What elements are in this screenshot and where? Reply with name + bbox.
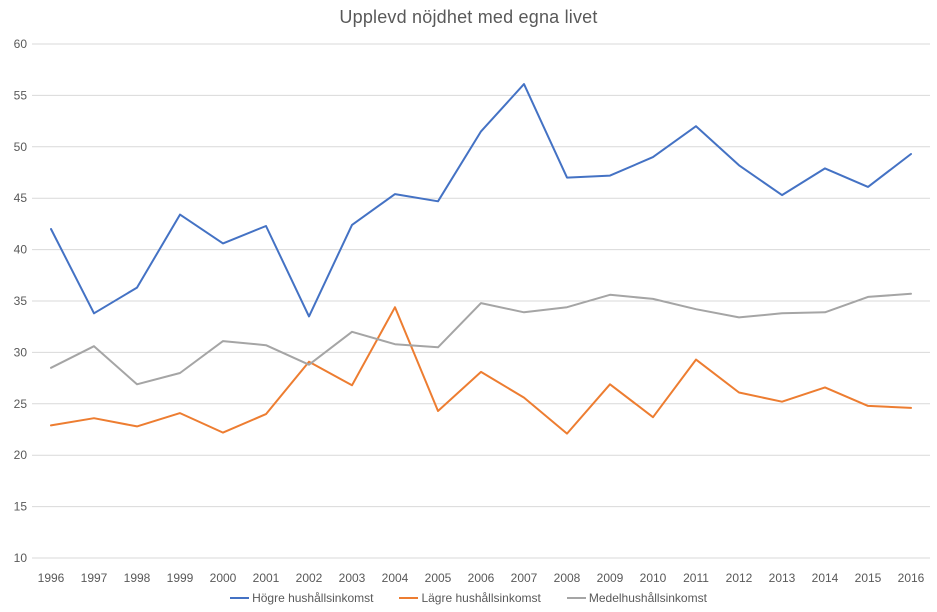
y-tick-label: 25 [14, 397, 28, 411]
legend: Högre hushållsinkomst Lägre hushållsinkom… [0, 591, 937, 605]
y-tick-label: 10 [14, 551, 28, 565]
x-tick-label: 1999 [167, 571, 194, 585]
legend-item: Medelhushållsinkomst [566, 591, 707, 605]
x-tick-label: 2003 [339, 571, 366, 585]
legend-label: Medelhushållsinkomst [588, 591, 707, 605]
y-tick-label: 40 [14, 243, 28, 257]
legend-line-marker [566, 597, 586, 599]
x-tick-label: 2016 [898, 571, 925, 585]
x-tick-label: 2012 [726, 571, 753, 585]
x-tick-label: 2008 [554, 571, 581, 585]
x-tick-label: 2006 [468, 571, 495, 585]
y-tick-label: 35 [14, 294, 28, 308]
x-tick-label: 2010 [640, 571, 667, 585]
legend-label: Lägre hushållsinkomst [421, 591, 541, 605]
y-tick-label: 45 [14, 191, 28, 205]
x-tick-label: 2002 [296, 571, 323, 585]
x-tick-label: 2007 [511, 571, 538, 585]
y-tick-label: 30 [14, 345, 28, 359]
x-tick-label: 1998 [124, 571, 151, 585]
legend-label: Högre hushållsinkomst [252, 591, 374, 605]
x-tick-label: 2004 [382, 571, 409, 585]
y-tick-label: 15 [14, 500, 28, 514]
x-tick-label: 2013 [769, 571, 796, 585]
series-line-l-gre-hush-llsinkomst [50, 306, 912, 435]
legend-item: Högre hushållsinkomst [230, 591, 373, 605]
y-tick-label: 60 [14, 37, 28, 51]
x-tick-label: 1997 [81, 571, 108, 585]
x-tick-label: 2014 [812, 571, 839, 585]
y-tick-label: 50 [14, 140, 28, 154]
x-tick-label: 2015 [855, 571, 882, 585]
chart-title: Upplevd nöjdhet med egna livet [339, 7, 598, 27]
x-tick-label: 2009 [597, 571, 624, 585]
legend-item: Lägre hushållsinkomst [399, 591, 541, 605]
series-line-medelhush-llsinkomst [50, 292, 912, 386]
y-tick-label: 55 [14, 88, 28, 102]
legend-line-marker [230, 597, 250, 599]
x-tick-label: 2000 [210, 571, 237, 585]
x-tick-label: 1996 [38, 571, 65, 585]
x-tick-label: 2011 [683, 571, 709, 585]
legend-line-marker [399, 597, 419, 599]
series-line-h-gre-hush-llsinkomst [50, 83, 912, 318]
y-tick-label: 20 [14, 448, 28, 462]
x-tick-label: 2005 [425, 571, 452, 585]
x-tick-label: 2001 [253, 571, 280, 585]
